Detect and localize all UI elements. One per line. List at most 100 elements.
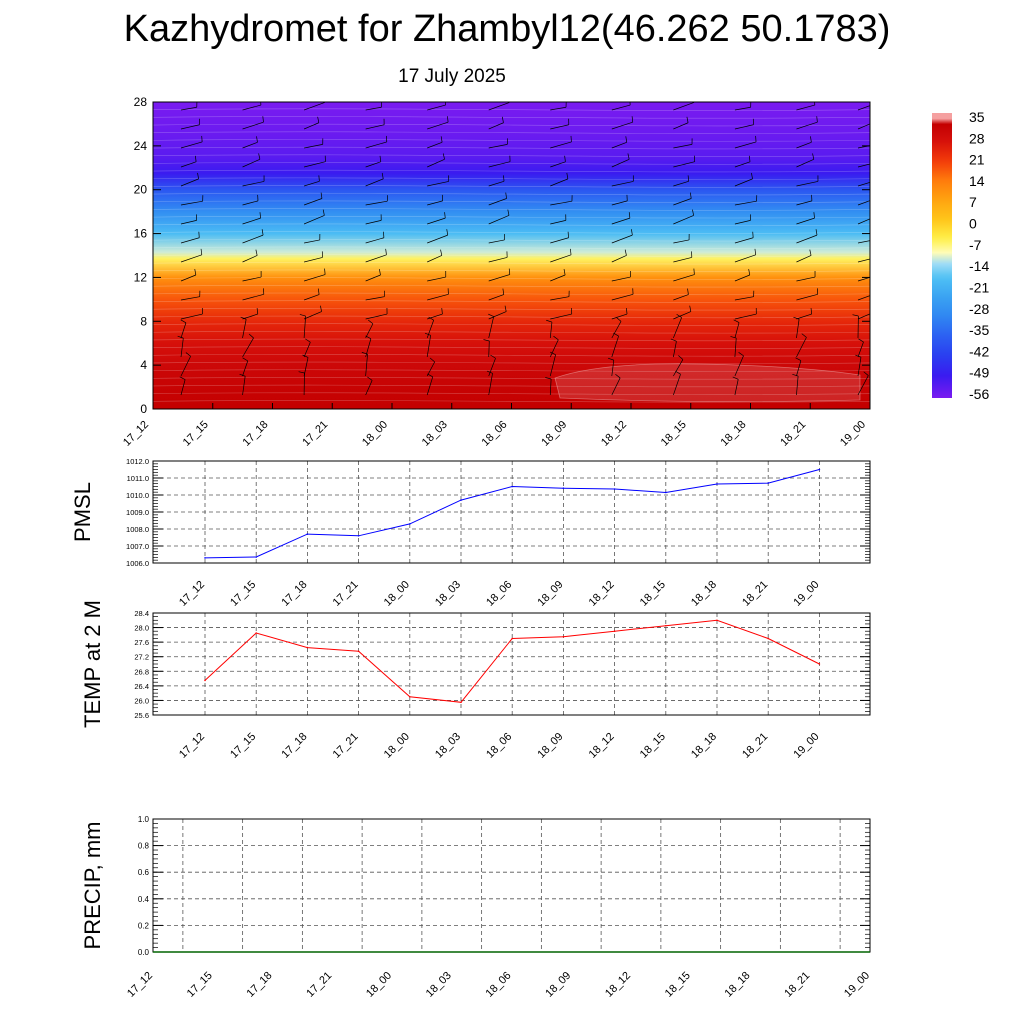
isotherm-line — [153, 139, 870, 142]
wind-barb-shaft — [734, 254, 756, 263]
y-tick-label: 1006.0 — [126, 559, 149, 568]
isotherm-line — [153, 300, 870, 303]
wind-barb-shaft — [550, 296, 570, 301]
wind-barb-shaft — [365, 380, 373, 396]
colorbar-label: -56 — [969, 386, 989, 402]
wind-barb-flag — [809, 249, 812, 256]
wind-barb-shaft — [550, 106, 567, 111]
data-point — [818, 468, 821, 471]
wind-barb-flag — [441, 308, 443, 315]
wind-barb-shaft — [242, 104, 261, 111]
data-point — [562, 635, 565, 638]
wind-barb-flag — [692, 209, 694, 216]
wind-barb-shaft — [673, 374, 681, 396]
wind-barb-shaft — [550, 178, 569, 187]
wind-barb-flag — [427, 373, 433, 378]
wind-barb-shaft — [796, 141, 812, 149]
wind-barb-flag — [546, 319, 553, 323]
wind-barb-shaft — [796, 104, 815, 111]
wind-barb-shaft — [427, 200, 443, 206]
wind-barb-shaft — [857, 163, 870, 168]
x-tick-label: 17_18 — [279, 579, 309, 609]
wind-barb-shaft — [857, 105, 870, 111]
wind-barb-flag — [569, 248, 572, 255]
wind-barb-shaft — [550, 124, 569, 130]
wind-barb-flag — [242, 357, 248, 362]
wind-barb-shaft — [488, 311, 507, 320]
wind-barb-shaft — [673, 239, 690, 244]
wind-barb-flag — [488, 313, 494, 317]
x-tick-label: 18_06 — [484, 970, 514, 1000]
isotherm-line — [153, 400, 870, 403]
isotherm-line — [153, 238, 870, 242]
wind-barb-shaft — [673, 198, 692, 206]
wind-barb-shaft — [303, 342, 311, 358]
wind-barb-shaft — [611, 234, 633, 244]
wind-barb-shaft — [488, 373, 493, 396]
data-point — [357, 535, 360, 537]
isotherm-line — [153, 246, 870, 249]
wind-barb-flag — [872, 289, 873, 295]
data-point — [511, 485, 513, 488]
wind-barb-shaft — [365, 178, 384, 187]
wind-barb-flag — [687, 175, 690, 182]
isotherm-line — [153, 116, 870, 119]
wind-barb-shaft — [365, 200, 388, 206]
isotherm-line — [153, 292, 870, 296]
isotherm-line — [153, 338, 870, 342]
isotherm-line — [153, 392, 870, 395]
wind-barb-flag — [385, 248, 387, 255]
x-tick-label: 17_12 — [125, 970, 155, 1000]
wind-barb-flag — [607, 357, 614, 361]
x-tick-label: 18_00 — [382, 579, 412, 609]
wind-barb-shaft — [734, 141, 757, 149]
wind-barb-flag — [751, 172, 753, 179]
data-point — [460, 499, 462, 501]
wind-barb-shaft — [488, 257, 508, 263]
wind-barb-shaft — [180, 200, 203, 206]
wind-barb-shaft — [488, 316, 495, 339]
isotherm-line — [153, 277, 870, 280]
wind-barb-flag — [365, 335, 372, 340]
wind-barb-flag — [624, 249, 627, 256]
wind-barb-shaft — [365, 220, 382, 225]
x-tick-label: 18_03 — [433, 579, 463, 609]
isotherm-line — [153, 123, 870, 127]
wind-barb-shaft — [611, 313, 628, 320]
data-point — [409, 695, 411, 698]
wind-barb-shaft — [426, 335, 431, 358]
wind-barb-flag — [255, 249, 258, 256]
isotherm-line — [153, 369, 870, 372]
wind-barb-flag — [801, 333, 807, 338]
wind-barb-shaft — [549, 379, 552, 396]
wind-barb-flag — [687, 288, 689, 295]
wind-barb-shaft — [796, 255, 812, 263]
data-point — [306, 646, 309, 649]
wind-barb-shaft — [734, 355, 744, 377]
wind-barb-flag — [670, 338, 677, 342]
wind-barb-shaft — [365, 141, 387, 149]
x-tick-label: 17_18 — [245, 970, 275, 1000]
wind-barb-shaft — [673, 294, 689, 301]
y-tick-label: 1011.0 — [127, 474, 149, 483]
wind-barb-flag — [379, 155, 382, 162]
y-tick-label: 1007.0 — [126, 542, 149, 551]
wind-barb-shaft — [857, 295, 870, 301]
wind-barb-shaft — [180, 338, 184, 358]
x-tick-label: 17_18 — [241, 419, 271, 449]
temperature-colorbar: 35 28 21 14 7 0 -7 -14 -21 -28 -35 -42 -49 -56 — [932, 109, 989, 402]
wind-barb-shaft — [611, 360, 615, 377]
wind-barb-flag — [553, 335, 559, 341]
wind-barb-shaft — [180, 178, 199, 187]
y-axis-title: PRECIP, mm — [80, 822, 105, 950]
wind-barb-flag — [486, 370, 493, 374]
colorbar-bar — [932, 113, 952, 398]
data-point — [716, 483, 718, 485]
wind-barb-flag — [877, 210, 878, 216]
wind-barb-flag — [256, 308, 259, 315]
wind-barb-shaft — [303, 122, 319, 130]
wind-barb-flag — [440, 249, 443, 256]
wind-barb-flag — [368, 319, 374, 325]
x-tick-label: 18_03 — [433, 731, 463, 761]
wind-barb-flag — [507, 209, 510, 216]
